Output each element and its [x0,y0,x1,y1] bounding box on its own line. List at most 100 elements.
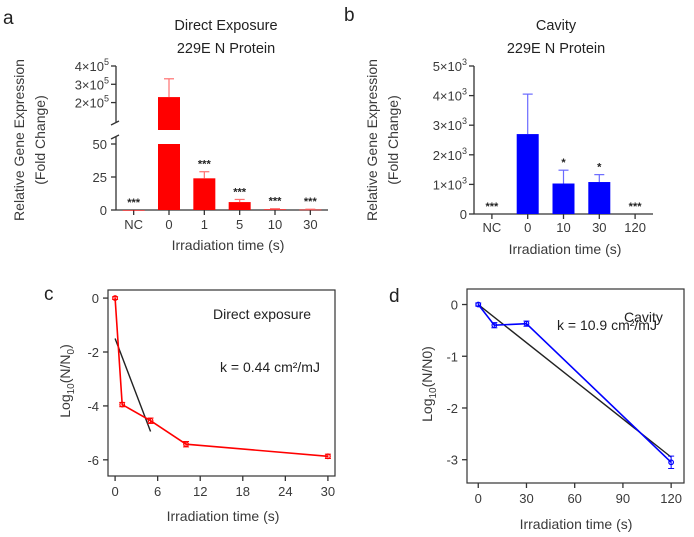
panel-a-bar-chart: Direct Exposure 229E N Protein Relative … [11,18,328,253]
panel-b-x-tick-label: NC [483,220,502,235]
panel-b-y-tick-label: 5×103 [433,57,467,74]
panel-d-series-line [477,304,672,463]
panel-a-significance: *** [233,186,247,198]
panel-c-data-point [119,401,126,408]
panel-c-x-tick-label: 18 [236,484,250,499]
panel-d-y-tick-label: -2 [446,401,458,416]
panel-a-y-tick-label: 50 [93,137,107,152]
panel-d-x-tick-label: 120 [660,491,682,506]
panel-d-ylabel: Log10(N/N0) [419,346,439,422]
panel-d-x-tick-label: 0 [475,491,482,506]
panel-a-bar [264,209,286,210]
panel-a-significance: *** [304,196,318,208]
panel-c-annotation-title: Direct exposure [213,306,311,322]
panel-c-y-tick-label: -6 [87,453,99,468]
panel-b-bar [552,183,575,214]
panel-a-significance: *** [269,196,283,208]
panel-c-x-tick-label: 24 [278,484,292,499]
panel-a-xlabel: Irradiation time (s) [172,237,285,253]
panel-a-bar [228,202,251,210]
panel-b-bar [588,182,611,214]
panel-c-y-tick-label: -4 [87,399,99,414]
panel-d-y-tick-label: -3 [446,453,458,468]
panel-c-ylabel: Log10(N/N0) [57,344,77,418]
panel-letter-c: c [44,284,54,305]
panel-c-y-tick-label: -2 [87,345,99,360]
panel-a-y-tick-label: 0 [100,203,107,218]
panel-b-y-tick-label: 4×103 [433,87,467,104]
panel-d-line-chart: Cavity k = 10.9 cm²/mJ Irradiation time … [419,288,685,532]
panel-c-fit-line [114,338,152,432]
panel-b-y-tick-label: 0 [460,207,467,222]
panel-b-x-tick-label: 120 [624,220,646,235]
panel-c-x-tick-label: 6 [154,484,161,499]
panel-c-x-tick-label: 12 [193,484,207,499]
panel-a-x-tick-label: 1 [201,217,208,232]
panel-b-significance: * [597,162,602,174]
panel-a-title-line-1: Direct Exposure [174,18,277,34]
panel-d-xlabel: Irradiation time (s) [520,516,633,532]
panel-a-x-tick-label: NC [124,217,143,232]
panel-b-bar [516,134,539,214]
panel-b-y-tick-label: 1×103 [433,175,467,192]
panel-d-x-tick-label: 30 [519,491,533,506]
panel-a-ylabel-line-1: Relative Gene Expression [11,59,27,221]
panel-c-frame [107,289,336,477]
panel-a-significance: *** [127,197,141,209]
panel-b-significance: * [561,157,566,169]
panel-d-data-point [668,459,675,466]
panel-a-axis-break-mark [110,134,120,140]
panel-d-data-point [523,320,530,327]
panel-a-y-tick-label: 2×105 [75,94,109,111]
panel-b-y-tick-label: 2×103 [433,146,467,163]
panel-c-annotation-k: k = 0.44 cm²/mJ [220,359,320,375]
panel-b-x-tick-label: 10 [556,220,570,235]
panel-a-significance: *** [198,159,212,171]
panel-a-x-tick-label: 5 [236,217,243,232]
panel-d-annotation-k: k = 10.9 cm²/mJ [557,317,657,333]
panel-d-annotation-title: Cavity [624,309,663,325]
panel-a-bar [193,178,216,210]
panel-a-y-tick-label: 4×105 [75,57,109,74]
panel-b-ylabel-line-1: Relative Gene Expression [364,59,380,221]
panel-c-x-tick-label: 0 [111,484,118,499]
panel-d-x-tick-label: 60 [567,491,581,506]
panel-c-data-point [147,417,154,424]
panel-b-significance: *** [485,201,499,213]
panel-b-ylabel-line-2: (Fold Change) [385,95,401,185]
panel-a-ylabel-line-2: (Fold Change) [32,95,48,185]
panel-d-data-point [475,301,482,308]
panel-b-title-line-1: Cavity [536,18,577,34]
panel-d-data-point [491,322,498,329]
panel-a-bar [158,144,180,210]
panel-a-x-tick-label: 0 [165,217,172,232]
panel-letter-a: a [3,8,14,29]
panel-a-y-tick-label: 25 [93,170,107,185]
panel-b-x-tick-label: 0 [524,220,531,235]
panel-c-xlabel: Irradiation time (s) [167,508,280,524]
panel-b-y-tick-label: 3×103 [433,116,467,133]
panel-d-x-tick-label: 90 [616,491,630,506]
panel-a-x-tick-label: 10 [268,217,282,232]
panel-c-data-point [183,441,189,448]
panel-a-axis-break-mark [110,120,120,126]
panel-d-frame [466,288,685,484]
panel-a-y-tick-label: 3×105 [75,75,109,92]
panel-a-title-line-2: 229E N Protein [177,41,275,57]
panel-b-title-line-2: 229E N Protein [507,41,605,57]
panel-b-significance: *** [629,201,643,213]
panel-a-bar [299,209,322,211]
panel-c-x-tick-label: 30 [321,484,335,499]
panel-a-bar [122,210,145,211]
panel-letter-b: b [344,5,355,26]
panel-a-x-tick-label: 30 [303,217,317,232]
panel-d-y-tick-label: 0 [451,298,458,313]
panel-c-line-chart: Direct exposure k = 0.44 cm²/mJ Irradiat… [57,289,336,524]
panel-letter-d: d [389,286,400,307]
panel-c-data-point [325,453,331,460]
panel-d-y-tick-label: -1 [446,349,458,364]
panel-a-bar [158,97,180,130]
panel-b-x-tick-label: 30 [592,220,606,235]
panel-b-bar-chart: Cavity 229E N Protein Relative Gene Expr… [364,18,653,257]
